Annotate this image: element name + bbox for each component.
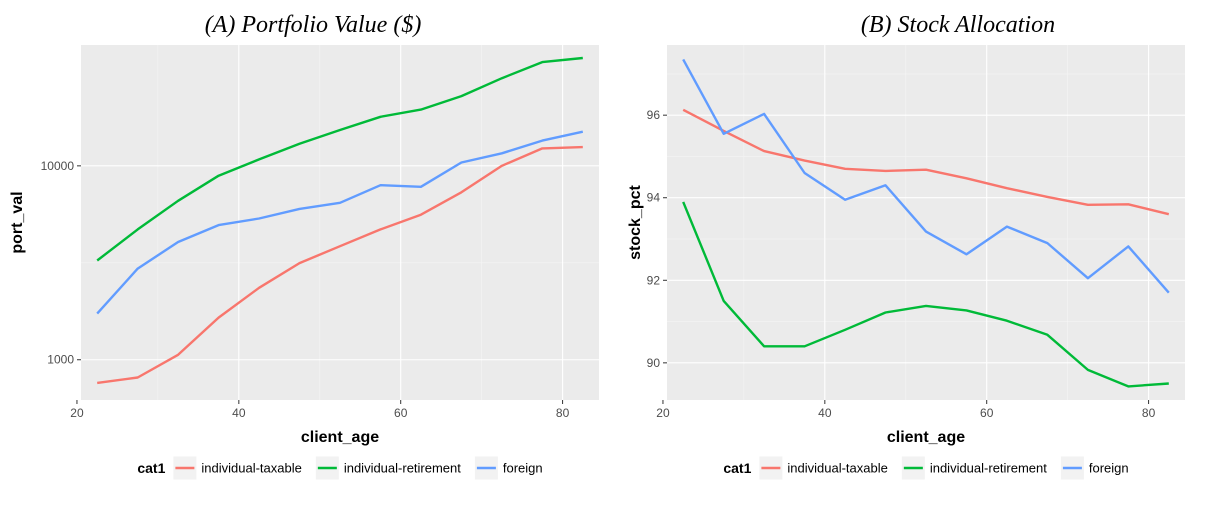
x-tick-label: 60 — [980, 406, 994, 420]
legend-label: individual-taxable — [201, 461, 301, 476]
y-tick-label: 1000 — [47, 353, 74, 367]
x-tick-label: 40 — [232, 406, 246, 420]
x-tick-label: 60 — [394, 406, 408, 420]
x-tick-label: 20 — [656, 406, 670, 420]
chart-panel-a: (A) Portfolio Value ($) 20 40 60 80 1000 10000… — [9, 12, 599, 480]
series-line-foreign — [96, 130, 584, 315]
chart-title: (A) Portfolio Value ($) — [205, 12, 422, 38]
series-line-individual-retirement — [682, 201, 1169, 388]
series-line-individual-taxable — [682, 108, 1170, 216]
x-tick-label: 80 — [1142, 406, 1156, 420]
legend: cat1 individual-taxable individual-retirem… — [723, 456, 1129, 480]
x-tick-label: 40 — [818, 406, 832, 420]
x-tick-label: 80 — [556, 406, 570, 420]
chart-panel-b: (B) Stock Allocation 20 40 60 80 90 92 94 96 clie… — [627, 12, 1185, 480]
chart-title: (B) Stock Allocation — [861, 12, 1055, 38]
series-line-individual-retirement — [96, 56, 583, 262]
legend: cat1 individual-taxable individual-retirem… — [137, 456, 543, 480]
legend-label: individual-retirement — [930, 461, 1047, 476]
y-tick-label: 10000 — [41, 159, 75, 173]
plot-background — [81, 45, 599, 400]
legend-title: cat1 — [137, 460, 165, 476]
legend-label: foreign — [1089, 461, 1129, 476]
legend-label: individual-retirement — [344, 461, 461, 476]
y-tick-label: 94 — [647, 191, 661, 205]
x-axis-title: client_age — [301, 429, 379, 446]
legend-label: individual-taxable — [787, 461, 887, 476]
y-axis-title: stock_pct — [627, 184, 644, 259]
legend-label: foreign — [503, 461, 543, 476]
y-tick-label: 96 — [647, 108, 661, 122]
plot-background — [667, 45, 1185, 400]
x-axis-title: client_age — [887, 429, 965, 446]
series-line-foreign — [682, 58, 1170, 294]
y-tick-label: 92 — [647, 273, 661, 287]
y-tick-label: 90 — [647, 356, 661, 370]
legend-title: cat1 — [723, 460, 751, 476]
y-axis-title: port_val — [9, 191, 26, 253]
series-line-individual-taxable — [97, 145, 583, 385]
x-tick-label: 20 — [70, 406, 84, 420]
